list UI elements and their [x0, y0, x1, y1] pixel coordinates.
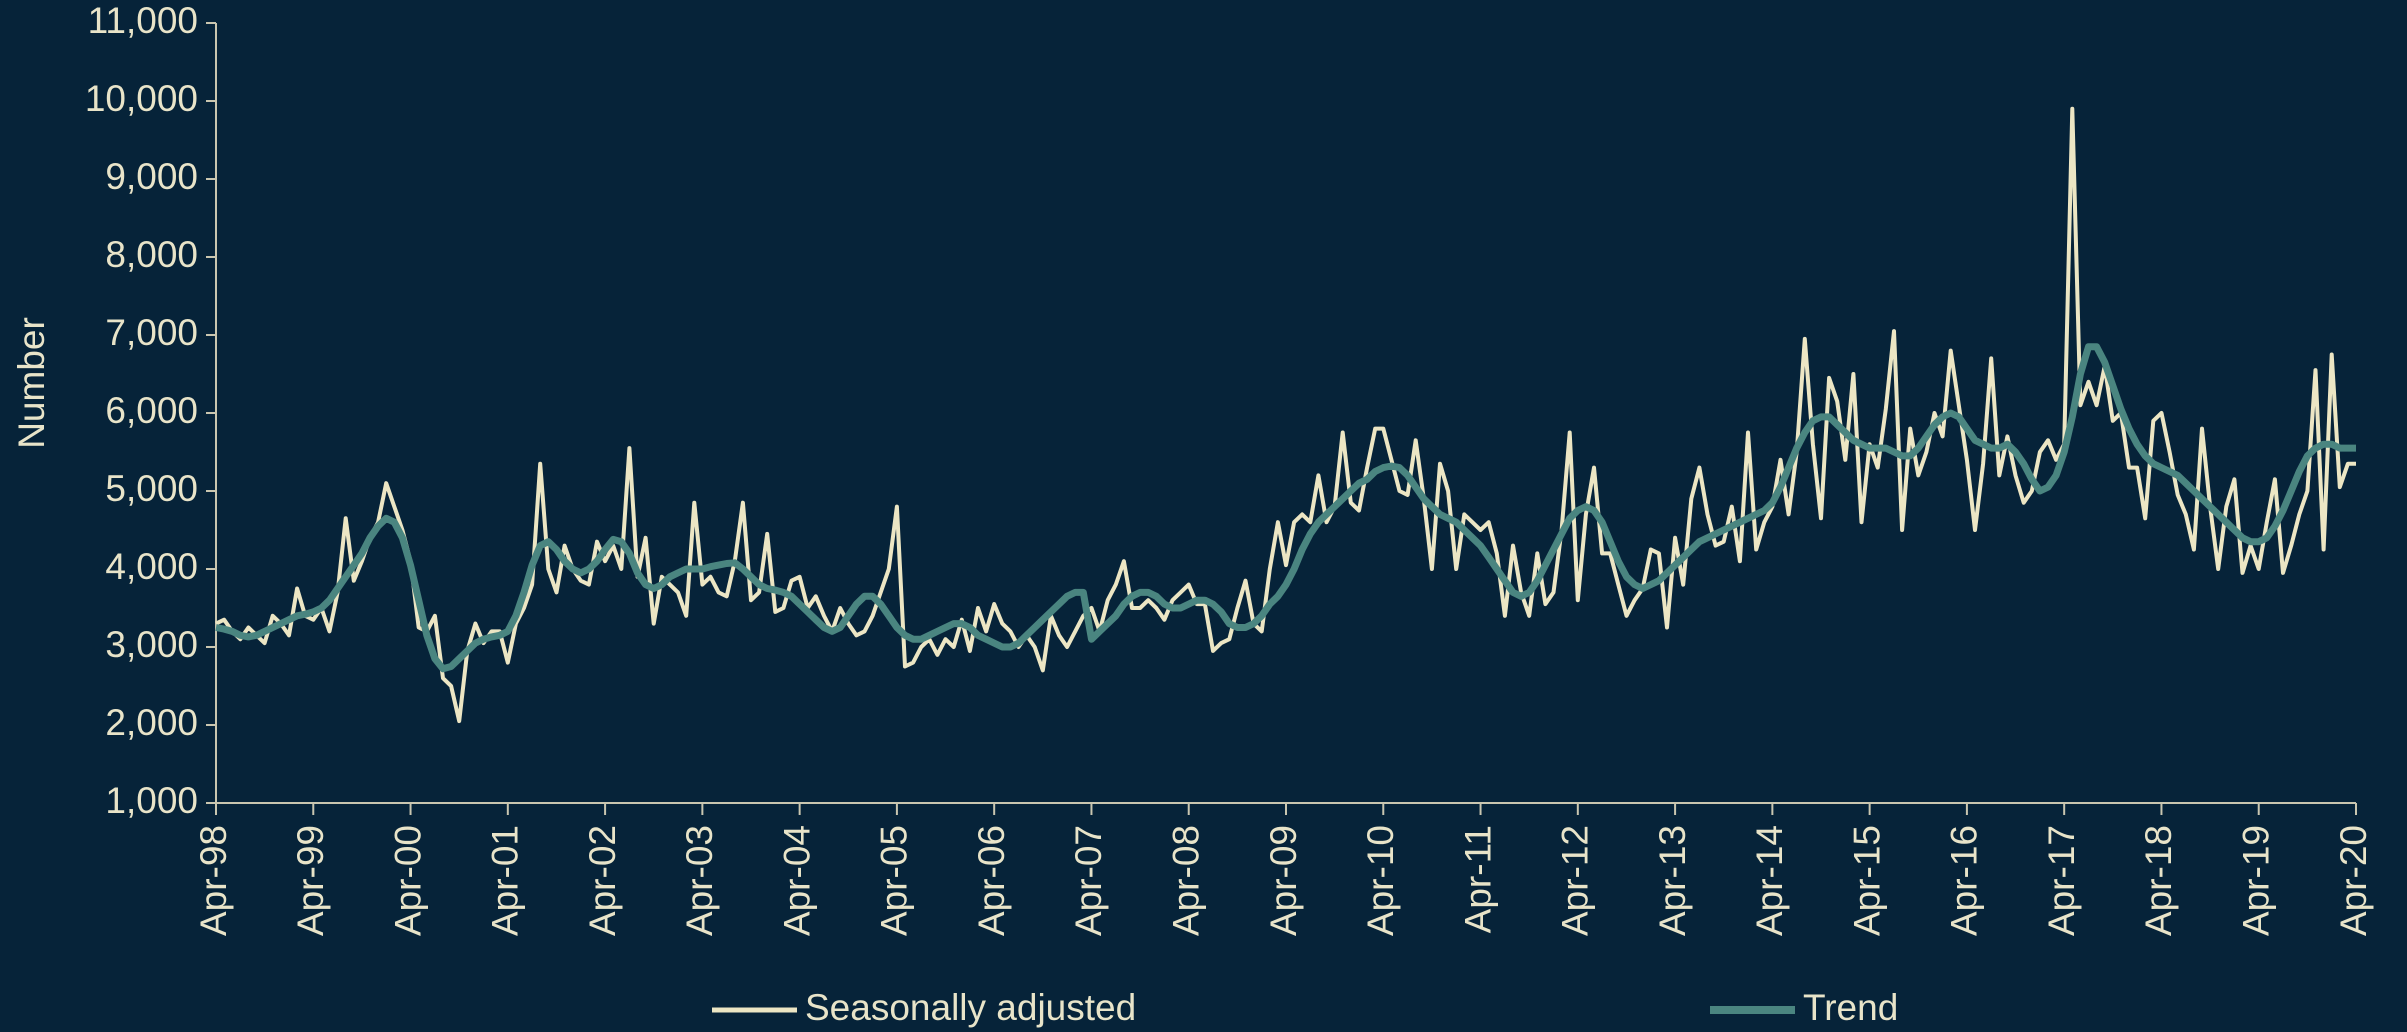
y-tick-label: 8,000 — [105, 234, 198, 275]
x-tick-label: Apr-12 — [1555, 825, 1596, 936]
x-tick-label: Apr-15 — [1846, 825, 1887, 936]
x-tick-label: Apr-19 — [2236, 825, 2277, 936]
y-tick-label: 4,000 — [105, 546, 198, 587]
y-tick-label: 11,000 — [88, 0, 198, 41]
legend-label: Trend — [1803, 987, 1898, 1028]
x-tick-label: Apr-98 — [193, 825, 234, 936]
y-tick-label: 7,000 — [105, 312, 198, 353]
legend-label: Seasonally adjusted — [805, 987, 1136, 1028]
x-tick-label: Apr-13 — [1652, 825, 1693, 936]
x-tick-label: Apr-05 — [874, 825, 915, 936]
x-tick-label: Apr-14 — [1749, 825, 1790, 936]
y-tick-label: 3,000 — [105, 624, 198, 665]
x-tick-label: Apr-03 — [679, 825, 720, 936]
x-tick-label: Apr-99 — [290, 825, 331, 936]
x-tick-label: Apr-18 — [2138, 825, 2179, 936]
y-tick-label: 1,000 — [105, 780, 198, 821]
x-tick-label: Apr-02 — [582, 825, 623, 936]
x-tick-label: Apr-00 — [387, 825, 428, 936]
x-tick-label: Apr-07 — [1068, 825, 1109, 936]
y-tick-label: 2,000 — [105, 702, 198, 743]
y-tick-label: 9,000 — [105, 156, 198, 197]
x-tick-label: Apr-20 — [2333, 825, 2374, 936]
x-tick-label: Apr-04 — [776, 825, 817, 936]
x-tick-label: Apr-06 — [971, 825, 1012, 936]
x-tick-label: Apr-08 — [1166, 825, 1207, 936]
x-tick-label: Apr-11 — [1457, 825, 1498, 933]
x-tick-label: Apr-01 — [485, 825, 526, 936]
x-tick-label: Apr-17 — [2041, 825, 2082, 936]
y-tick-label: 5,000 — [105, 468, 198, 509]
x-tick-label: Apr-10 — [1360, 825, 1401, 936]
y-tick-label: 6,000 — [105, 390, 198, 431]
x-tick-label: Apr-16 — [1944, 825, 1985, 936]
series-line — [215, 343, 2356, 673]
y-tick-label: 10,000 — [85, 78, 198, 119]
x-tick-label: Apr-09 — [1263, 825, 1304, 936]
y-axis-label: Number — [11, 317, 52, 449]
